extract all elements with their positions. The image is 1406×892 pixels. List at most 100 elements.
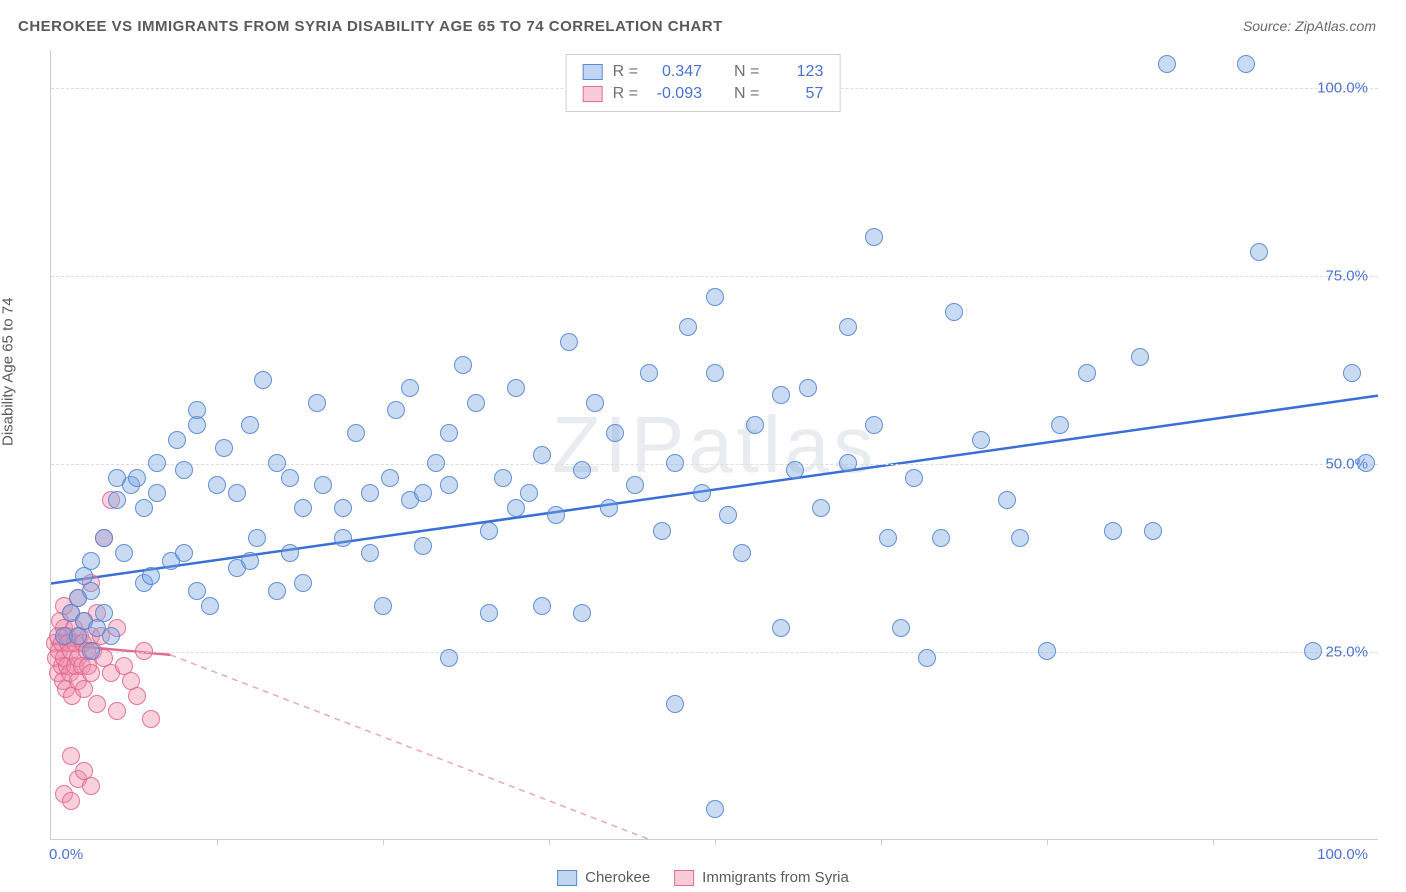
legend-label-cherokee: Cherokee	[585, 869, 650, 886]
chart-title: CHEROKEE VS IMMIGRANTS FROM SYRIA DISABI…	[18, 18, 723, 35]
legend-label-syria: Immigrants from Syria	[702, 869, 849, 886]
cherokee-point	[586, 394, 604, 412]
cherokee-point	[746, 416, 764, 434]
cherokee-point	[626, 476, 644, 494]
cherokee-point	[786, 461, 804, 479]
cherokee-point	[241, 552, 259, 570]
cherokee-point	[573, 461, 591, 479]
cherokee-point	[175, 461, 193, 479]
cherokee-point	[168, 431, 186, 449]
syria-point	[75, 762, 93, 780]
n-label-a: N =	[734, 63, 759, 81]
cherokee-point	[308, 394, 326, 412]
cherokee-point	[201, 597, 219, 615]
cherokee-point	[494, 469, 512, 487]
cherokee-point	[128, 469, 146, 487]
cherokee-point	[401, 379, 419, 397]
x-tick-mark	[383, 839, 384, 845]
cherokee-point	[932, 529, 950, 547]
cherokee-point	[1104, 522, 1122, 540]
cherokee-point	[440, 424, 458, 442]
cherokee-point	[1078, 364, 1096, 382]
cherokee-point	[772, 619, 790, 637]
cherokee-point	[347, 424, 365, 442]
cherokee-point	[188, 401, 206, 419]
r-label-a: R =	[613, 63, 638, 81]
n-value-b: 57	[769, 85, 823, 103]
cherokee-point	[248, 529, 266, 547]
legend-item-syria: Immigrants from Syria	[674, 869, 849, 886]
cherokee-point	[95, 604, 113, 622]
cherokee-point	[82, 582, 100, 600]
cherokee-point	[241, 416, 259, 434]
cherokee-point	[281, 544, 299, 562]
cherokee-point	[1144, 522, 1162, 540]
cherokee-point	[799, 379, 817, 397]
cherokee-point	[281, 469, 299, 487]
gridline	[51, 464, 1378, 465]
x-tick-mark	[1047, 839, 1048, 845]
cherokee-point	[108, 491, 126, 509]
cherokee-point	[879, 529, 897, 547]
cherokee-point	[95, 529, 113, 547]
plot-area: ZIPatlas 0.0% 100.0% 25.0%50.0%75.0%100.…	[50, 50, 1378, 840]
cherokee-point	[640, 364, 658, 382]
cherokee-point	[892, 619, 910, 637]
r-value-b: -0.093	[648, 85, 702, 103]
syria-point	[108, 702, 126, 720]
cherokee-point	[507, 499, 525, 517]
cherokee-point	[1250, 243, 1268, 261]
legend-item-cherokee: Cherokee	[557, 869, 650, 886]
cherokee-point	[188, 582, 206, 600]
cherokee-point	[142, 567, 160, 585]
y-axis-label: Disability Age 65 to 74	[0, 298, 17, 446]
x-tick-mark	[881, 839, 882, 845]
syria-point	[128, 687, 146, 705]
cherokee-point	[998, 491, 1016, 509]
cherokee-point	[706, 800, 724, 818]
cherokee-point	[839, 454, 857, 472]
swatch-syria	[583, 86, 603, 102]
cherokee-point	[294, 499, 312, 517]
cherokee-point	[440, 649, 458, 667]
cherokee-point	[148, 484, 166, 502]
cherokee-point	[82, 642, 100, 660]
cherokee-point	[719, 506, 737, 524]
syria-point	[62, 792, 80, 810]
cherokee-point	[1237, 55, 1255, 73]
cherokee-point	[1038, 642, 1056, 660]
cherokee-point	[945, 303, 963, 321]
cherokee-point	[812, 499, 830, 517]
x-tick-0: 0.0%	[49, 846, 83, 863]
cherokee-point	[334, 529, 352, 547]
watermark: ZIPatlas	[552, 399, 877, 491]
cherokee-point	[374, 597, 392, 615]
y-tick-label: 75.0%	[1325, 267, 1368, 284]
cherokee-point	[215, 439, 233, 457]
cherokee-point	[361, 484, 379, 502]
cherokee-point	[1158, 55, 1176, 73]
y-tick-label: 100.0%	[1317, 79, 1368, 96]
cherokee-point	[606, 424, 624, 442]
cherokee-point	[228, 484, 246, 502]
n-value-a: 123	[769, 63, 823, 81]
gridline	[51, 652, 1378, 653]
source-attribution: Source: ZipAtlas.com	[1243, 18, 1376, 34]
chart-container: CHEROKEE VS IMMIGRANTS FROM SYRIA DISABI…	[0, 0, 1406, 892]
cherokee-point	[82, 552, 100, 570]
gridline	[51, 276, 1378, 277]
syria-point	[135, 642, 153, 660]
x-tick-mark	[715, 839, 716, 845]
x-tick-mark	[217, 839, 218, 845]
cherokee-point	[533, 597, 551, 615]
n-label-b: N =	[734, 85, 759, 103]
cherokee-point	[560, 333, 578, 351]
swatch-syria-icon	[674, 870, 694, 886]
cherokee-point	[679, 318, 697, 336]
syria-point	[88, 695, 106, 713]
cherokee-point	[102, 627, 120, 645]
y-tick-label: 25.0%	[1325, 643, 1368, 660]
cherokee-point	[454, 356, 472, 374]
cherokee-point	[440, 476, 458, 494]
cherokee-point	[480, 604, 498, 622]
